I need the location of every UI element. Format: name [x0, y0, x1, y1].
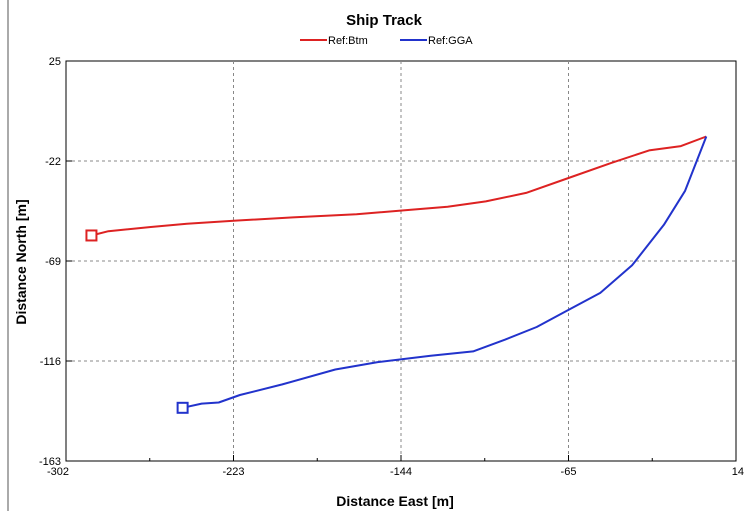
series-start-marker: [176, 401, 189, 414]
legend-label-ref-btm: Ref:Btm: [328, 35, 368, 47]
x-tick-label: -223: [222, 466, 244, 478]
y-tick-label: -69: [45, 256, 61, 268]
y-tick-label: -163: [39, 456, 61, 468]
series-line-ref-gga: [182, 136, 708, 409]
x-tick-label: -144: [390, 466, 412, 478]
grid: [65, 60, 737, 462]
y-tick-label: -22: [45, 156, 61, 168]
x-tick-label: 14: [732, 466, 744, 478]
y-tick-labels: 25 -22 -69 -116 -163: [39, 56, 61, 468]
series-start-marker: [85, 229, 98, 242]
y-tick-label: 25: [49, 56, 61, 68]
y-axis-label: Distance North [m]: [13, 199, 29, 324]
series-group: [85, 135, 708, 414]
chart-title: Ship Track: [346, 12, 423, 29]
x-axis-label: Distance East [m]: [336, 493, 453, 509]
legend: Ref:Btm Ref:GGA: [300, 35, 473, 47]
series-line-ref-btm: [91, 135, 707, 237]
y-tick-label: -116: [40, 356, 61, 368]
x-tick-label: -302: [47, 466, 69, 478]
x-tick-labels: -302 -223 -144 -65 14: [47, 466, 744, 478]
legend-label-ref-gga: Ref:GGA: [428, 35, 473, 47]
x-tick-label: -65: [561, 466, 577, 478]
